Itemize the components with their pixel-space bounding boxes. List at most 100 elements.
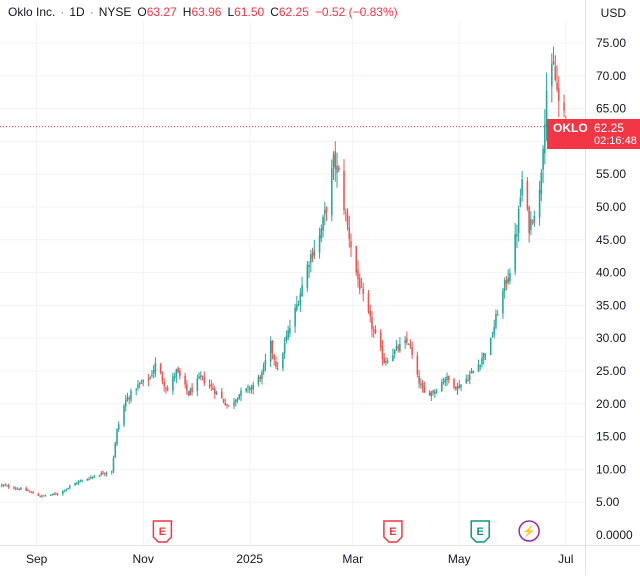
symbol-name[interactable]: Oklo Inc. (8, 5, 56, 19)
candle-body (248, 387, 251, 390)
candle-body (350, 241, 352, 248)
candle-body (275, 361, 277, 367)
candle-body (215, 391, 218, 395)
interval-label[interactable]: 1D (69, 5, 85, 19)
candle-body (484, 353, 487, 355)
candle-body (77, 481, 80, 484)
candle-body (325, 207, 328, 213)
candle-body (226, 404, 228, 406)
time-axis[interactable]: Sep Nov 2025 Mar May Jul (0, 545, 640, 567)
candle-body (446, 376, 448, 381)
candle-body (379, 332, 382, 348)
candle-body (343, 171, 345, 211)
low-value: 61.50 (234, 5, 265, 19)
candle-body (152, 370, 155, 374)
candle-body (479, 364, 482, 367)
candle-body (369, 310, 371, 317)
candle-body (448, 376, 450, 381)
candle-body (159, 363, 162, 374)
candle-body (175, 368, 178, 377)
candle-body (287, 330, 289, 339)
candle-body (44, 495, 47, 497)
candle-body (322, 216, 324, 231)
candle-body (344, 212, 347, 214)
candle-body (124, 399, 127, 407)
candle-body (386, 361, 389, 363)
candle-body (91, 476, 94, 478)
candle-body (271, 340, 274, 354)
candle-body (63, 490, 66, 492)
candle-body (418, 376, 420, 384)
candle-body (140, 383, 143, 385)
candle-body (531, 221, 534, 223)
price-tick-label: 30.00 (596, 331, 626, 345)
earnings-marker[interactable]: E (383, 520, 403, 543)
candle-body (346, 213, 349, 226)
candle-body (222, 399, 225, 403)
candle-body (324, 210, 326, 215)
candle-body (269, 340, 272, 362)
candle-body (62, 490, 64, 495)
candle-body (163, 381, 165, 387)
candle-body (14, 488, 17, 490)
candles[interactable] (0, 46, 567, 499)
candle-body (173, 376, 176, 379)
candle-body (306, 264, 309, 289)
earnings-marker[interactable]: E (470, 520, 490, 543)
lightning-icon (518, 520, 540, 542)
price-tick-label: 40.00 (596, 266, 626, 280)
candle-body (399, 344, 401, 351)
candle-body (184, 375, 186, 385)
price-tick-label: 25.00 (596, 364, 626, 378)
event-marker-label: E (159, 526, 166, 538)
candle-body (28, 491, 31, 493)
event-markers[interactable]: E E E ⚡ (152, 520, 540, 543)
time-tick-label: May (448, 552, 471, 566)
candle-body (236, 399, 239, 401)
candle-body (538, 190, 541, 218)
candle-body (367, 293, 370, 312)
candle-body (149, 377, 151, 379)
candle-body (212, 387, 214, 390)
candle-body (420, 383, 422, 385)
candle-body (357, 269, 359, 280)
bar-close-countdown: 02:16:48 (594, 134, 637, 147)
candle-body (552, 61, 555, 65)
candle-body (16, 488, 19, 490)
candle-body (30, 491, 33, 493)
open-value: 63.27 (146, 5, 177, 19)
candle-body (318, 235, 321, 253)
candle-body (166, 388, 169, 391)
price-axis[interactable]: 75.0070.0065.0060.0055.0050.0045.0040.00… (585, 0, 634, 575)
news-marker[interactable]: ⚡ (518, 520, 540, 542)
candle-body (470, 371, 473, 374)
candle-body (358, 278, 361, 290)
earnings-marker[interactable]: E (152, 520, 173, 543)
candle-body (187, 391, 190, 396)
candle-body (126, 397, 129, 401)
candle-body (191, 387, 193, 392)
candle-body (105, 472, 108, 475)
candle-body (383, 358, 385, 364)
candle-body (289, 327, 291, 333)
candle-body (74, 483, 76, 486)
candle-body (90, 477, 92, 479)
candle-body (332, 154, 335, 167)
candle-body (27, 490, 29, 492)
candle-body (294, 307, 296, 327)
candle-body (93, 476, 96, 478)
candle-body (411, 347, 413, 355)
candle-body (88, 478, 90, 480)
candle-body (454, 386, 457, 389)
candle-body (453, 378, 455, 388)
candle-body (41, 495, 43, 497)
time-tick-label: Nov (133, 552, 154, 566)
candle-body (392, 355, 394, 362)
candle-body (441, 381, 443, 391)
candle-body (130, 390, 132, 401)
candle-body (528, 207, 530, 234)
currency-button[interactable]: USD (600, 6, 626, 20)
earnings-icon (152, 520, 173, 543)
